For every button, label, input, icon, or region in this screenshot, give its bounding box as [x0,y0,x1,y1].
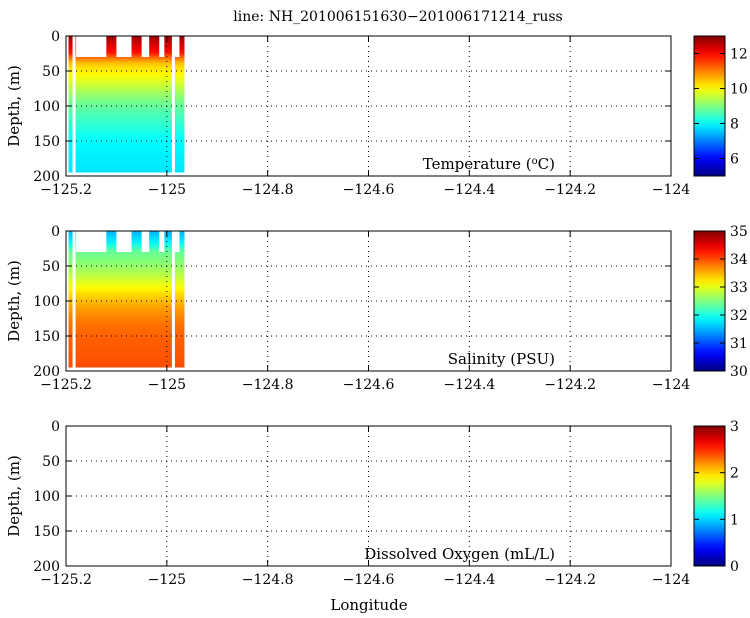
colorbar-tick-label: 34 [730,252,748,268]
data-gap [72,36,76,173]
x-tick-label: −124.4 [443,182,495,198]
data-field [68,231,185,368]
surface-gap [76,36,107,57]
x-tick-label: −124 [652,572,691,588]
panel-salinity: −125.2 −125 −124.8 −124.6 −124.4 −124.2 −124 0 5… [5,224,748,393]
colorbar-scale [693,35,726,177]
surface-gap [76,231,107,252]
y-tick-label: 100 [33,489,60,505]
colorbar-tick-label: 32 [730,308,748,324]
x-tick-label: −124.2 [544,572,596,588]
x-tick-label: −125 [148,377,186,393]
y-tick-label: 200 [33,169,60,185]
colorbar-tick-label: 3 [730,419,739,435]
y-tick-label: 100 [33,99,60,115]
variable-label: Salinity (PSU) [448,350,555,368]
colorbar: 6 8 10 12 [693,35,748,177]
x-tick-label: −125.2 [40,377,92,393]
y-tick-label: 0 [51,419,60,435]
y-tick-label: 200 [33,559,60,575]
colorbar-tick-label: 12 [730,47,748,63]
colorbar-tick-label: 6 [730,152,739,168]
data-gap [72,231,76,368]
x-tick-label: −124.6 [343,377,395,393]
y-tick-label: 200 [33,364,60,380]
colorbar: 30 31 32 33 34 35 [693,224,748,380]
colorbar-tick-label: 2 [730,466,739,482]
surface-gap [174,36,180,57]
y-tick-label: 150 [33,524,60,540]
y-tick-label: 50 [42,454,60,470]
colorbar-tick-label: 0 [730,559,739,575]
data-gap [171,36,175,173]
y-tick-label: 50 [42,259,60,275]
x-tick-label: −124.4 [443,377,495,393]
y-axis-label: Depth, (m) [5,260,23,342]
x-tick-label: −124.6 [343,182,395,198]
x-tick-label: −124.8 [242,377,294,393]
surface-gap [159,36,165,57]
panel-dissolved-oxygen: −125.2 −125 −124.8 −124.6 −124.4 −124.2 −124 0 5… [5,419,739,588]
x-tick-label: −125.2 [40,182,92,198]
x-tick-label: −124 [652,182,691,198]
y-tick-label: 150 [33,134,60,150]
surface-gap [116,36,132,57]
x-tick-label: −124 [652,377,691,393]
x-tick-label: −124.2 [544,182,596,198]
figure-title: line: NH_201006151630−201006171214_russ [233,9,562,25]
data-gap [171,231,175,368]
surface-gap [141,36,150,57]
y-axis-label: Depth, (m) [5,455,23,537]
x-tick-label: −124.4 [443,572,495,588]
variable-label: Temperature (oC) [423,155,555,173]
data-field [68,36,185,173]
surface-gap [116,231,132,252]
colorbar: 0 1 2 3 [693,419,739,575]
x-tick-label: −124.2 [544,377,596,393]
x-axis-label: Longitude [330,596,407,614]
colorbar-tick-label: 10 [730,82,748,98]
x-tick-label: −125 [148,572,186,588]
colorbar-scale [693,425,726,567]
surface-gap [141,231,150,252]
panel-temperature: −125.2 −125 −124.8 −124.6 −124.4 −124.2 −124 0 5… [5,29,748,198]
y-tick-label: 0 [51,224,60,240]
x-tick-label: −125.2 [40,572,92,588]
surface-gap [174,231,180,252]
colorbar-tick-label: 35 [730,224,748,240]
x-tick-label: −124.6 [343,572,395,588]
y-tick-label: 100 [33,294,60,310]
variable-label: Dissolved Oxygen (mL/L) [364,545,555,563]
y-axis-label: Depth, (m) [5,65,23,147]
colorbar-tick-label: 8 [730,117,739,133]
x-tick-label: −124.8 [242,572,294,588]
x-tick-label: −124.8 [242,182,294,198]
colorbar-tick-label: 33 [730,280,748,296]
x-tick-label: −125 [148,182,186,198]
surface-gap [159,231,165,252]
y-tick-label: 0 [51,29,60,45]
y-tick-label: 50 [42,64,60,80]
colorbar-tick-label: 30 [730,364,748,380]
colorbar-scale [693,230,726,372]
colorbar-tick-label: 1 [730,512,739,528]
y-tick-label: 150 [33,329,60,345]
colorbar-tick-label: 31 [730,336,748,352]
